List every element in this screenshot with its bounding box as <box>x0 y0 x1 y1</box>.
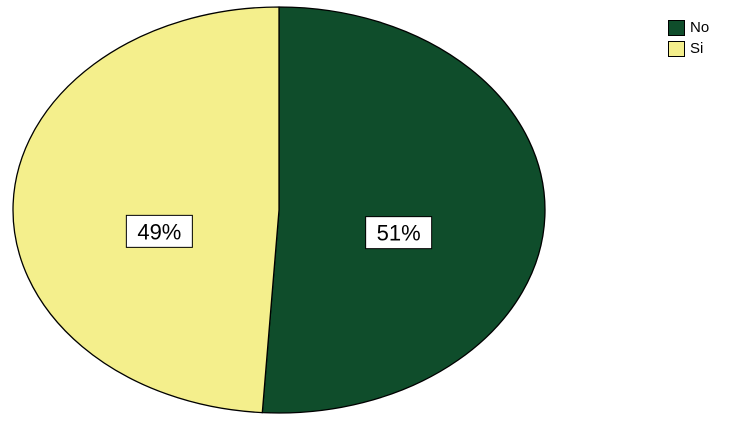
legend: No Si <box>668 17 709 59</box>
legend-label-si: Si <box>690 40 704 57</box>
pie-label-box <box>125 214 193 248</box>
pie-slices <box>12 6 546 414</box>
legend-label-no: No <box>690 19 710 36</box>
legend-item-no: No <box>668 17 709 38</box>
pie-label-text: 49% <box>137 219 181 244</box>
pie-slice-no <box>261 6 546 414</box>
pie-label-no: 51% <box>365 216 433 250</box>
pie-label-box <box>365 216 433 250</box>
pie-label-text: 51% <box>377 221 421 246</box>
pie-slice-si <box>12 6 280 414</box>
legend-item-si: Si <box>668 38 709 59</box>
pie-labels: 51% 49% <box>125 214 433 250</box>
pie-label-si: 49% <box>125 214 193 248</box>
legend-swatch-si <box>668 40 685 57</box>
legend-swatch-no <box>668 19 685 36</box>
